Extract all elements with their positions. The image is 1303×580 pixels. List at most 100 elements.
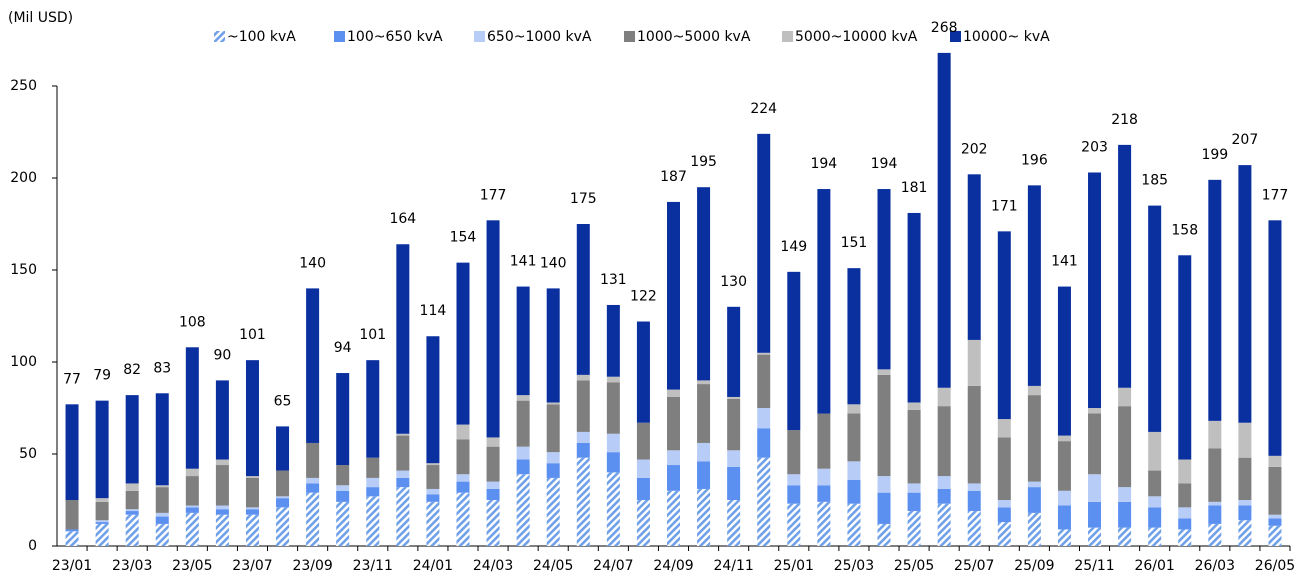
x-tick-label: 26/01 xyxy=(1134,558,1174,574)
bar-segment xyxy=(907,492,921,512)
bar-segment xyxy=(1268,525,1282,546)
bar-segment xyxy=(697,488,711,546)
bar-segment xyxy=(125,490,139,510)
bar-segment xyxy=(817,413,831,469)
bar-segment xyxy=(336,490,350,502)
legend-label: 650~1000 kvA xyxy=(487,29,592,45)
bar-segment xyxy=(245,476,259,478)
bar-segment xyxy=(125,395,139,484)
total-label: 151 xyxy=(841,235,868,251)
bar-segment xyxy=(847,268,861,405)
bar-segment xyxy=(1238,500,1252,506)
x-tick-label: 26/03 xyxy=(1195,558,1235,574)
bar-segment xyxy=(396,487,410,546)
bar-segment xyxy=(1208,523,1222,546)
bar-segment xyxy=(727,396,741,399)
bar-segment xyxy=(1118,144,1132,388)
total-label: 207 xyxy=(1232,132,1259,148)
total-label: 108 xyxy=(179,314,206,330)
bar-segment xyxy=(606,376,620,383)
bar-segment xyxy=(877,476,891,493)
total-label: 77 xyxy=(63,371,81,387)
bar-segment xyxy=(667,201,680,390)
total-label: 194 xyxy=(871,156,898,172)
bar-segment xyxy=(1027,395,1041,482)
bar-segment xyxy=(486,500,500,546)
total-label: 164 xyxy=(389,211,416,227)
bar-segment xyxy=(1027,185,1041,386)
total-label: 141 xyxy=(1051,254,1078,270)
bar-segment xyxy=(1027,385,1041,396)
bar-segment xyxy=(576,442,590,458)
bar-segment xyxy=(396,470,410,478)
bar-segment xyxy=(1088,413,1102,475)
bar-segment xyxy=(907,402,921,410)
bar-segment xyxy=(907,409,921,484)
bar-segment xyxy=(336,501,350,546)
bar-segment xyxy=(937,503,951,546)
bar-segment xyxy=(185,347,199,469)
bar-segment xyxy=(546,404,560,453)
y-tick-label: 100 xyxy=(10,354,37,370)
total-label: 94 xyxy=(334,340,352,356)
bar-segment xyxy=(967,339,981,386)
bar-segment xyxy=(125,514,139,546)
bar-segment xyxy=(245,509,259,515)
bar-segment xyxy=(576,457,590,546)
total-label: 131 xyxy=(600,272,627,288)
bar-segment xyxy=(727,398,741,451)
total-label: 101 xyxy=(359,327,386,343)
y-axis-unit: (Mil USD) xyxy=(8,10,73,26)
bar-segment xyxy=(366,496,380,546)
bar-segment xyxy=(1118,406,1132,488)
legend-label: 5000~10000 kvA xyxy=(795,29,918,45)
bar-segment xyxy=(396,433,410,436)
bar-segment xyxy=(697,187,711,381)
bar-segment xyxy=(847,479,861,504)
bar-segment xyxy=(847,503,861,546)
total-label: 82 xyxy=(123,362,141,378)
bar-segment xyxy=(1268,518,1282,526)
bar-segment xyxy=(847,404,861,414)
total-label: 90 xyxy=(213,347,231,363)
bar-segment xyxy=(155,487,169,513)
bar-segment xyxy=(125,511,139,515)
y-tick-label: 150 xyxy=(10,262,37,278)
total-label: 196 xyxy=(1021,152,1048,168)
bar-segment xyxy=(606,433,620,453)
bar-segment xyxy=(877,492,891,524)
legend-swatch xyxy=(214,31,225,42)
bar-segment xyxy=(1268,455,1282,467)
bar-segment xyxy=(185,476,199,506)
bar-segment xyxy=(516,474,530,546)
x-tick-label: 25/05 xyxy=(894,558,934,574)
bar-segment xyxy=(967,511,981,546)
bar-segment xyxy=(937,52,951,388)
bar-segment xyxy=(667,396,680,451)
bar-segment xyxy=(426,463,440,466)
x-tick-label: 24/05 xyxy=(533,558,573,574)
bar-segment xyxy=(486,446,500,482)
bar-segment xyxy=(306,477,320,484)
bar-segment xyxy=(306,492,320,546)
bar-segment xyxy=(1088,408,1102,414)
bar-segment xyxy=(155,523,169,546)
bar-segment xyxy=(787,474,801,486)
bar-segment xyxy=(336,465,350,486)
bar-segment xyxy=(757,457,771,546)
bar-segment xyxy=(1148,507,1162,528)
bar-segment xyxy=(1027,512,1041,546)
total-label: 65 xyxy=(274,393,292,409)
x-tick-label: 23/07 xyxy=(232,558,272,574)
bar-segment xyxy=(1178,518,1192,530)
bar-segment xyxy=(636,500,650,546)
total-label: 171 xyxy=(991,198,1018,214)
legend-label: 100~650 kvA xyxy=(347,29,443,45)
bar-segment xyxy=(456,474,470,482)
bar-segment xyxy=(697,380,711,385)
bar-segment xyxy=(636,422,650,460)
total-label: 114 xyxy=(420,303,447,319)
bar-segment xyxy=(606,304,620,377)
bar-segment xyxy=(456,424,470,440)
